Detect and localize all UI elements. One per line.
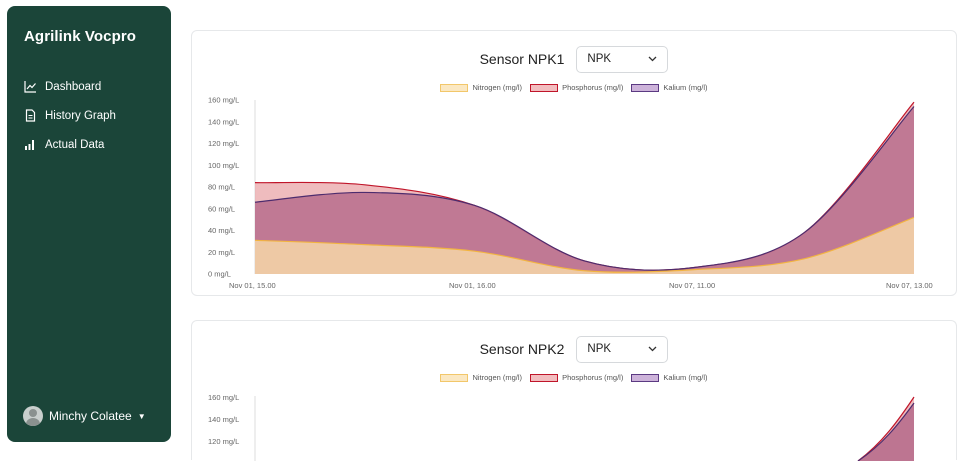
sensor-type-select[interactable]: NPK bbox=[576, 335, 669, 363]
chart-legend: Nitrogen (mg/l) Phosphorus (mg/l) Kalium… bbox=[192, 373, 956, 382]
legend-swatch bbox=[631, 83, 660, 92]
sidebar: Agrilink Vocpro Dashboard History Graph … bbox=[7, 6, 171, 442]
area-kalium bbox=[858, 403, 914, 461]
sidebar-item-actual-data[interactable]: Actual Data bbox=[24, 130, 116, 159]
series-line-nitrogen bbox=[254, 216, 915, 273]
caret-down-icon: ▼ bbox=[137, 411, 146, 421]
area-chart-npk2: 120 mg/L 140 mg/L 160 mg/L bbox=[208, 393, 915, 461]
legend-label: Phosphorus (mg/l) bbox=[562, 83, 624, 92]
x-tick-label: Nov 01, 16.00 bbox=[449, 281, 496, 290]
y-tick-label: 80 mg/L bbox=[208, 183, 235, 192]
legend-swatch bbox=[631, 373, 660, 382]
y-tick-label: 0 mg/L bbox=[208, 270, 231, 279]
user-name: Minchy Colatee bbox=[49, 409, 132, 423]
y-tick-label: 120 mg/L bbox=[208, 437, 239, 446]
y-tick-label: 120 mg/L bbox=[208, 139, 239, 148]
chart-header: Sensor NPK1 NPK bbox=[192, 45, 956, 73]
chart-title: Sensor NPK1 bbox=[479, 51, 565, 67]
x-tick-label: Nov 01, 15.00 bbox=[229, 281, 276, 290]
area-nitrogen bbox=[255, 217, 914, 274]
chart-legend: Nitrogen (mg/l) Phosphorus (mg/l) Kalium… bbox=[192, 83, 956, 92]
y-tick-label: 140 mg/L bbox=[208, 117, 239, 126]
series-line-kalium bbox=[254, 106, 915, 271]
legend-item-kalium[interactable]: Kalium (mg/l) bbox=[631, 373, 708, 382]
area-chart-npk1: 0 mg/L 20 mg/L 40 mg/L 60 mg/L 80 mg/L 100 mg… bbox=[208, 96, 933, 291]
select-value: NPK bbox=[587, 343, 612, 355]
y-tick-label: 20 mg/L bbox=[208, 248, 235, 257]
y-tick-label: 160 mg/L bbox=[208, 393, 239, 402]
legend-label: Kalium (mg/l) bbox=[663, 373, 708, 382]
line-chart-icon bbox=[24, 80, 37, 93]
legend-swatch bbox=[440, 373, 469, 382]
legend-item-phosphorus[interactable]: Phosphorus (mg/l) bbox=[530, 83, 623, 92]
area-kalium bbox=[255, 106, 914, 275]
y-tick-label: 60 mg/L bbox=[208, 204, 235, 213]
bar-signal-icon bbox=[24, 138, 37, 151]
y-tick-label: 140 mg/L bbox=[208, 415, 239, 424]
legend-label: Nitrogen (mg/l) bbox=[472, 373, 523, 382]
legend-item-phosphorus[interactable]: Phosphorus (mg/l) bbox=[530, 373, 623, 382]
series-line-kalium bbox=[857, 402, 915, 461]
legend-label: Kalium (mg/l) bbox=[663, 83, 708, 92]
sidebar-item-label: Dashboard bbox=[45, 80, 102, 93]
legend-item-nitrogen[interactable]: Nitrogen (mg/l) bbox=[440, 83, 522, 92]
chart-card-npk1: Sensor NPK1 NPK Nitrogen (mg/l) Phosphor… bbox=[191, 30, 957, 296]
x-tick-label: Nov 07, 13.00 bbox=[886, 281, 933, 290]
chart-card-npk2: Sensor NPK2 NPK Nitrogen (mg/l) Phosphor… bbox=[191, 320, 957, 461]
y-tick-label: 40 mg/L bbox=[208, 226, 235, 235]
sidebar-item-dashboard[interactable]: Dashboard bbox=[24, 72, 116, 101]
select-value: NPK bbox=[587, 53, 612, 65]
legend-item-nitrogen[interactable]: Nitrogen (mg/l) bbox=[440, 373, 522, 382]
legend-label: Phosphorus (mg/l) bbox=[562, 373, 624, 382]
chart-title: Sensor NPK2 bbox=[479, 341, 565, 357]
user-menu[interactable]: Minchy Colatee ▼ bbox=[23, 406, 146, 426]
chevron-down-icon bbox=[648, 53, 657, 65]
y-tick-label: 160 mg/L bbox=[208, 96, 239, 105]
avatar bbox=[23, 406, 43, 426]
brand-title: Agrilink Vocpro bbox=[24, 28, 137, 45]
legend-swatch bbox=[530, 83, 559, 92]
chart-header: Sensor NPK2 NPK bbox=[192, 335, 956, 363]
legend-item-kalium[interactable]: Kalium (mg/l) bbox=[631, 83, 708, 92]
x-tick-label: Nov 07, 11.00 bbox=[669, 281, 715, 290]
sidebar-item-history-graph[interactable]: History Graph bbox=[24, 101, 116, 130]
legend-swatch bbox=[440, 83, 469, 92]
y-tick-label: 100 mg/L bbox=[208, 161, 239, 170]
sidebar-item-label: History Graph bbox=[45, 109, 116, 122]
sidebar-item-label: Actual Data bbox=[45, 138, 105, 151]
sidebar-nav: Dashboard History Graph Actual Data bbox=[24, 72, 116, 159]
sensor-type-select[interactable]: NPK bbox=[576, 45, 669, 73]
document-icon bbox=[24, 109, 37, 122]
legend-label: Nitrogen (mg/l) bbox=[472, 83, 523, 92]
chevron-down-icon bbox=[648, 343, 657, 355]
legend-swatch bbox=[530, 373, 559, 382]
